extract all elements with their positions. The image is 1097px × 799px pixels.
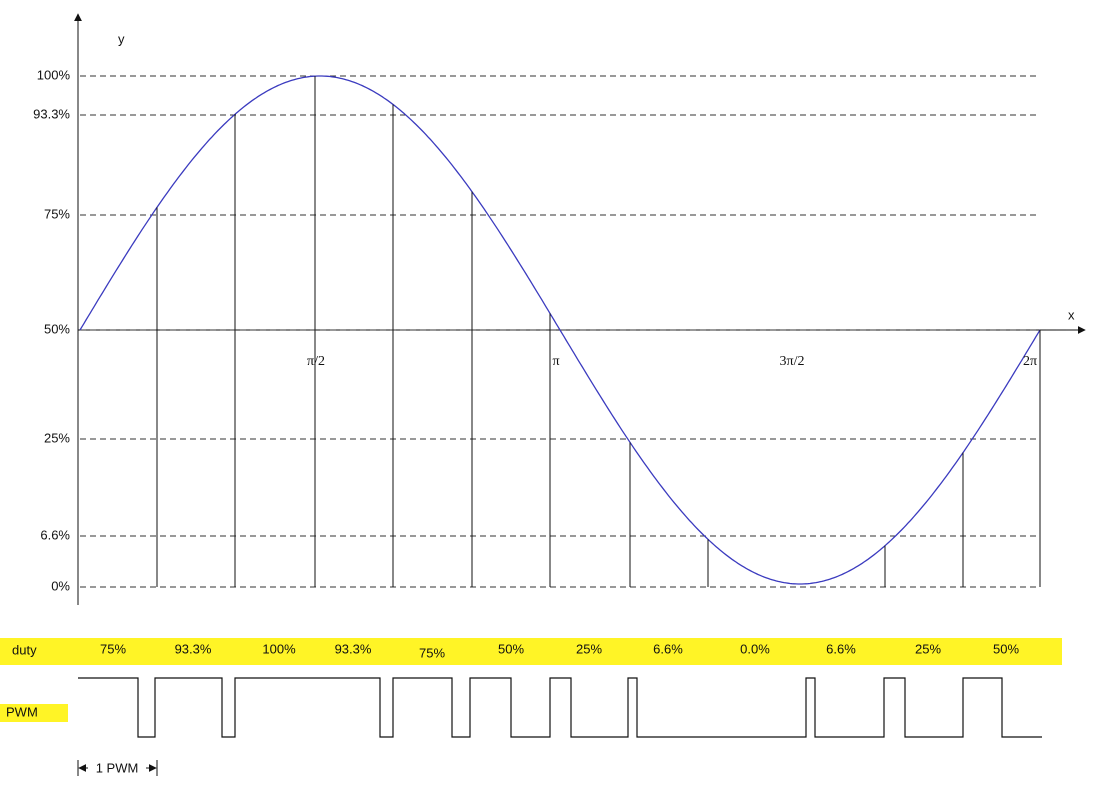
duty-value: 25% — [576, 641, 602, 656]
duty-value: 6.6% — [826, 641, 856, 656]
duty-value: 93.3% — [175, 641, 212, 656]
duty-value: 75% — [100, 641, 126, 656]
level-label: 50% — [44, 321, 70, 336]
level-label: 25% — [44, 430, 70, 445]
duty-value: 50% — [498, 641, 524, 656]
duty-value: 25% — [915, 641, 941, 656]
level-label: 93.3% — [33, 106, 70, 121]
duty-label: duty — [12, 642, 37, 657]
level-label: 6.6% — [40, 527, 70, 542]
duty-value: 75% — [419, 645, 445, 660]
x-tick-label: 2π — [1023, 354, 1037, 369]
x-tick-label: π/2 — [307, 354, 325, 369]
duty-value: 6.6% — [653, 641, 683, 656]
pwm-label: PWM — [6, 704, 38, 719]
x-axis-label: x — [1068, 307, 1075, 322]
sine-curve — [79, 75, 1041, 585]
level-label: 75% — [44, 206, 70, 221]
period-label: 1 PWM — [96, 760, 139, 775]
duty-value: 50% — [993, 641, 1019, 656]
level-label: 100% — [37, 67, 71, 82]
duty-value: 100% — [262, 641, 296, 656]
duty-highlight — [0, 638, 1062, 665]
x-tick-label: π — [552, 354, 559, 369]
duty-value: 0.0% — [740, 641, 770, 656]
pwm-wave — [78, 677, 1042, 738]
level-label: 0% — [51, 578, 70, 593]
y-axis-label: y — [118, 31, 125, 46]
x-tick-label: 3π/2 — [780, 354, 805, 369]
pwm-highlight — [0, 704, 68, 722]
duty-value: 93.3% — [335, 641, 372, 656]
